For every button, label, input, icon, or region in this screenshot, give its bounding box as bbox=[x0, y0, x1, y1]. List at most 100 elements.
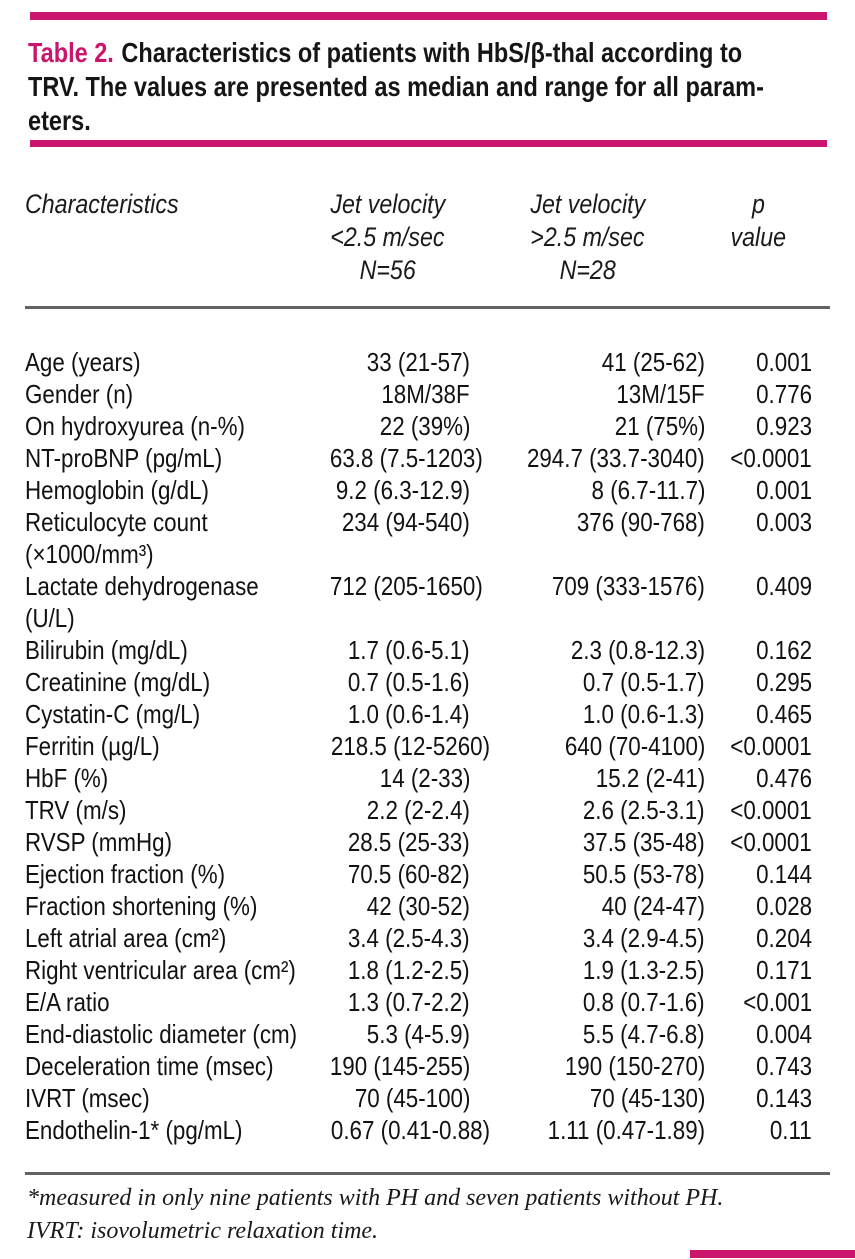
table-rows: Age (years) 33 (21-57) 41 (25-62) 0.001 Gend… bbox=[25, 346, 812, 1146]
p-value: 0.003 bbox=[756, 507, 812, 537]
table-row: Age (years) 33 (21-57) 41 (25-62) 0.001 bbox=[25, 346, 812, 378]
row-label: Hemoglobin (g/dL) bbox=[25, 475, 209, 505]
footnote-ivrt: IVRT: isovolumetric relaxation time. bbox=[27, 1218, 379, 1244]
p-value: 0.409 bbox=[756, 571, 812, 601]
value-group-high: 37.5 (35-48) bbox=[583, 827, 705, 857]
value-group-high: 40 (24-47) bbox=[601, 891, 705, 921]
row-label: Ejection fraction (%) bbox=[25, 859, 226, 889]
value-group-low: 1.3 (0.7-2.2) bbox=[348, 987, 470, 1017]
table-caption: Table 2. Characteristics of patients with… bbox=[28, 36, 855, 138]
row-label: Lactate dehydrogenase (U/L) bbox=[25, 571, 259, 633]
row-label: Creatinine (mg/dL) bbox=[25, 667, 211, 697]
table-row: Lactate dehydrogenase (U/L) 712 (205-1650)… bbox=[25, 570, 812, 634]
row-label: Bilirubin (mg/dL) bbox=[25, 635, 188, 665]
value-group-high: 50.5 (53-78) bbox=[583, 859, 705, 889]
p-value: 0.295 bbox=[756, 667, 812, 697]
value-group-high: 15.2 (2-41) bbox=[595, 763, 705, 793]
row-label: E/A ratio bbox=[25, 987, 110, 1017]
caption-accent-rule bbox=[30, 140, 827, 147]
p-value: 0.465 bbox=[756, 699, 812, 729]
bottom-accent-rule bbox=[690, 1250, 855, 1258]
value-group-high: 640 (70-4100) bbox=[564, 731, 705, 761]
table-header-row: Characteristics Jet velocity <2.5 m/sec … bbox=[25, 188, 812, 287]
value-group-low: 234 (94-540) bbox=[341, 507, 470, 537]
p-value: 0.776 bbox=[756, 379, 812, 409]
value-group-low: 3.4 (2.5-4.3) bbox=[348, 923, 470, 953]
p-value: <0.001 bbox=[742, 987, 812, 1017]
p-value: 0.923 bbox=[756, 411, 812, 441]
value-group-low: 190 (145-255) bbox=[329, 1051, 470, 1081]
p-value: 0.028 bbox=[756, 891, 812, 921]
row-label: Fraction shortening (%) bbox=[25, 891, 258, 921]
value-group-low: 70 (45-100) bbox=[354, 1083, 470, 1113]
value-group-low: 2.2 (2-2.4) bbox=[366, 795, 470, 825]
value-group-low: 0.67 (0.41-0.88) bbox=[330, 1115, 491, 1145]
p-value: <0.0001 bbox=[730, 731, 812, 761]
table-row: Left atrial area (cm²) 3.4 (2.5-4.3) 3.4 (… bbox=[25, 922, 812, 954]
value-group-high: 376 (90-768) bbox=[576, 507, 705, 537]
row-label: End-diastolic diameter (cm) bbox=[25, 1019, 298, 1049]
footnote-divider-rule bbox=[25, 1172, 830, 1175]
table-row: End-diastolic diameter (cm) 5.3 (4-5.9) 5.… bbox=[25, 1018, 812, 1050]
row-label: Right ventricular area (cm²) bbox=[25, 955, 296, 985]
value-group-high: 2.6 (2.5-3.1) bbox=[583, 795, 705, 825]
p-value: 0.171 bbox=[756, 955, 812, 985]
table-row: Endothelin-1* (pg/mL) 0.67 (0.41-0.88) 1.1… bbox=[25, 1114, 812, 1146]
table-row: Creatinine (mg/dL) 0.7 (0.5-1.6) 0.7 (0.5-… bbox=[25, 666, 812, 698]
p-value: 0.204 bbox=[756, 923, 812, 953]
table-row: Ejection fraction (%) 70.5 (60-82) 50.5 (5… bbox=[25, 858, 812, 890]
table-row: Reticulocyte count (×1000/mm³) 234 (94-540… bbox=[25, 506, 812, 570]
row-label: Left atrial area (cm²) bbox=[25, 923, 227, 953]
row-label: Cystatin-C (mg/L) bbox=[25, 699, 201, 729]
value-group-low: 70.5 (60-82) bbox=[348, 859, 470, 889]
table-row: Cystatin-C (mg/L) 1.0 (0.6-1.4) 1.0 (0.6-1… bbox=[25, 698, 812, 730]
header-jet-velocity-high: Jet velocity >2.5 m/sec N=28 bbox=[530, 189, 645, 285]
p-value: 0.001 bbox=[756, 347, 812, 377]
row-label: IVRT (msec) bbox=[25, 1083, 150, 1113]
value-group-high: 41 (25-62) bbox=[601, 347, 705, 377]
table-row: Bilirubin (mg/dL) 1.7 (0.6-5.1) 2.3 (0.8-1… bbox=[25, 634, 812, 666]
p-value: <0.0001 bbox=[730, 443, 812, 473]
header-p-value: p value bbox=[730, 189, 787, 252]
row-label: Deceleration time (msec) bbox=[25, 1051, 274, 1081]
table-row: HbF (%) 14 (2-33) 15.2 (2-41) 0.476 bbox=[25, 762, 812, 794]
table-row: RVSP (mmHg) 28.5 (25-33) 37.5 (35-48) <0.00… bbox=[25, 826, 812, 858]
value-group-high: 1.11 (0.47-1.89) bbox=[547, 1115, 705, 1145]
value-group-high: 709 (333-1576) bbox=[552, 571, 705, 601]
row-label: Age (years) bbox=[25, 347, 141, 377]
p-value: 0.743 bbox=[756, 1051, 812, 1081]
table-row: Deceleration time (msec) 190 (145-255) 190… bbox=[25, 1050, 812, 1082]
row-label: Reticulocyte count (×1000/mm³) bbox=[25, 507, 208, 569]
value-group-high: 21 (75%) bbox=[614, 411, 705, 441]
value-group-low: 33 (21-57) bbox=[366, 347, 470, 377]
p-value: 0.143 bbox=[756, 1083, 812, 1113]
top-accent-rule bbox=[30, 12, 827, 20]
header-characteristics: Characteristics bbox=[25, 189, 179, 219]
header-jet-velocity-low: Jet velocity <2.5 m/sec N=56 bbox=[330, 189, 445, 285]
row-label: HbF (%) bbox=[25, 763, 109, 793]
header-divider-rule bbox=[25, 306, 830, 309]
value-group-high: 0.8 (0.7-1.6) bbox=[583, 987, 705, 1017]
value-group-low: 22 (39%) bbox=[379, 411, 470, 441]
row-label: NT-proBNP (pg/mL) bbox=[25, 443, 223, 473]
value-group-low: 63.8 (7.5-1203) bbox=[329, 443, 483, 473]
value-group-low: 28.5 (25-33) bbox=[348, 827, 470, 857]
value-group-high: 1.0 (0.6-1.3) bbox=[583, 699, 705, 729]
row-label: TRV (m/s) bbox=[25, 795, 127, 825]
value-group-low: 18M/38F bbox=[381, 379, 470, 409]
table-row: IVRT (msec) 70 (45-100) 70 (45-130) 0.143 bbox=[25, 1082, 812, 1114]
table-row: On hydroxyurea (n-%) 22 (39%) 21 (75%) 0.92… bbox=[25, 410, 812, 442]
p-value: 0.11 bbox=[770, 1115, 812, 1145]
caption-line-2: TRV. The values are presented as median … bbox=[28, 71, 764, 102]
table-row: Gender (n) 18M/38F 13M/15F 0.776 bbox=[25, 378, 812, 410]
value-group-high: 8 (6.7-11.7) bbox=[591, 475, 705, 505]
value-group-high: 0.7 (0.5-1.7) bbox=[583, 667, 705, 697]
p-value: 0.001 bbox=[756, 475, 812, 505]
value-group-high: 2.3 (0.8-12.3) bbox=[570, 635, 705, 665]
caption-line-1: Table 2. Characteristics of patients with… bbox=[28, 36, 764, 70]
value-group-high: 5.5 (4.7-6.8) bbox=[583, 1019, 705, 1049]
value-group-high: 1.9 (1.3-2.5) bbox=[583, 955, 705, 985]
value-group-high: 13M/15F bbox=[616, 379, 705, 409]
value-group-low: 1.0 (0.6-1.4) bbox=[348, 699, 470, 729]
p-value: 0.004 bbox=[756, 1019, 812, 1049]
